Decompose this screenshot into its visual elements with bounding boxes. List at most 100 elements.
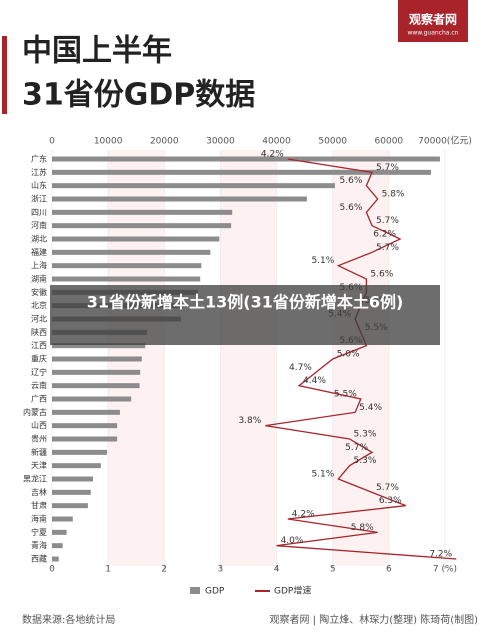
x2-tick-label: 1 [105,565,111,575]
data-label: 4.0% [281,536,304,546]
bar [52,263,202,269]
data-label: 5.7% [376,483,399,493]
bar [52,209,233,215]
bar [52,396,132,402]
data-label: 5.4% [359,403,382,413]
y-tick-label: 西藏 [31,554,47,564]
y-tick-label: 云南 [31,380,47,390]
overlay-text: 31省份新增本土13例(31省份新增本土6例) [87,293,404,312]
y-tick-label: 黑龙江 [23,474,47,484]
data-label: 5.7% [376,243,399,253]
y-tick-label: 海南 [31,514,47,524]
data-label: 5.7% [345,443,368,453]
credit: 观察者网 | 陶立烽、林琛力(整理) 陈琦荷(制图) [269,613,478,626]
data-label: 5.3% [354,456,377,466]
bar [52,476,93,482]
band [220,150,277,566]
y-tick-label: 辽宁 [31,367,47,377]
data-label: 4.2% [261,150,284,160]
y-tick-label: 上海 [31,260,47,270]
logo-box [398,0,468,42]
x2-tick-label: 6 [386,565,392,575]
bar [52,196,307,202]
x2-tick-label: 3 [218,565,224,575]
y-tick-label: 甘肃 [31,500,47,510]
data-label: 5.1% [311,470,334,480]
bar [52,543,63,549]
y-tick-label: 广西 [31,394,47,404]
y-tick-label: 广东 [31,154,47,164]
bar [52,423,118,429]
bar [52,449,108,455]
data-label: 4.2% [292,510,315,520]
data-label: 5.7% [376,163,399,173]
x-tick-label: 40000 [262,137,291,147]
bar [52,556,59,562]
data-label: 5.8% [382,190,405,200]
y-tick-label: 浙江 [31,194,47,204]
data-label: 4.7% [289,363,312,373]
x2-tick-label: 2 [161,565,167,575]
bar [52,516,73,522]
x-tick-label: 50000 [318,137,347,147]
bar [52,156,440,162]
x-tick-label: 10000 [94,137,123,147]
logo-name: 观察者网 [409,12,457,27]
data-label: 6.3% [379,496,402,506]
bar [52,383,140,389]
data-label: 5.6% [370,270,393,280]
overlay-box [50,285,440,345]
bar [52,409,120,415]
legend-swatch [190,587,200,594]
y-tick-label: 山东 [31,180,47,190]
data-label: 5.5% [334,390,357,400]
y-tick-label: 天津 [31,460,47,470]
x-tick-label: 0 [49,137,55,147]
data-label: 5.6% [340,203,363,213]
y-tick-label: 新疆 [31,447,47,457]
y-tick-label: 重庆 [31,354,47,364]
bar [52,436,118,442]
y-tick-label: 吉林 [31,487,47,497]
bar [52,503,88,509]
x2-tick-label: 5 [330,565,336,575]
y-tick-label: 四川 [31,208,47,217]
y-tick-label: 陕西 [31,327,47,337]
x-tick-label: 20000 [150,137,179,147]
y-tick-label: 河北 [31,314,47,324]
growth-line [265,158,457,560]
bar [52,276,201,282]
legend-label: GDP [205,587,225,597]
data-label: 5.3% [354,430,377,440]
y-tick-label: 江苏 [31,167,47,177]
bar [52,529,67,535]
x-tick-label: 60000 [375,137,404,147]
data-label: 3.8% [238,416,261,426]
data-label: 5.6% [340,176,363,186]
y-tick-label: 江西 [31,341,47,350]
y-tick-label: 青海 [31,540,47,550]
title-line: 31省份GDP数据 [22,78,255,113]
source: 数据来源:各地统计局 [22,613,115,626]
x-tick-label: 30000 [206,137,235,147]
y-tick-label: 湖北 [31,235,47,244]
data-label: 4.4% [303,376,326,386]
bar [52,369,141,375]
bar [52,236,220,242]
y-tick-label: 福建 [31,247,47,257]
data-label: 5.0% [337,350,360,360]
data-label: 5.7% [376,216,399,226]
data-label: 5.8% [351,523,374,533]
x2-tick-label: 4 [274,565,280,575]
logo-url: www.guancha.cn [408,30,459,37]
y-tick-label: 贵州 [31,434,47,444]
x2-tick-label: 7 (%) [433,565,457,575]
plot: 0 10000 20000 30000 40000 50000 60000 70000(亿元)… [23,135,472,597]
y-tick-label: 湖南 [31,274,47,284]
title-line: 中国上半年 [22,34,172,69]
legend-label: GDP增速 [274,585,311,597]
bar [52,489,91,495]
bar [52,343,146,349]
y-tick-label: 河南 [31,220,47,230]
